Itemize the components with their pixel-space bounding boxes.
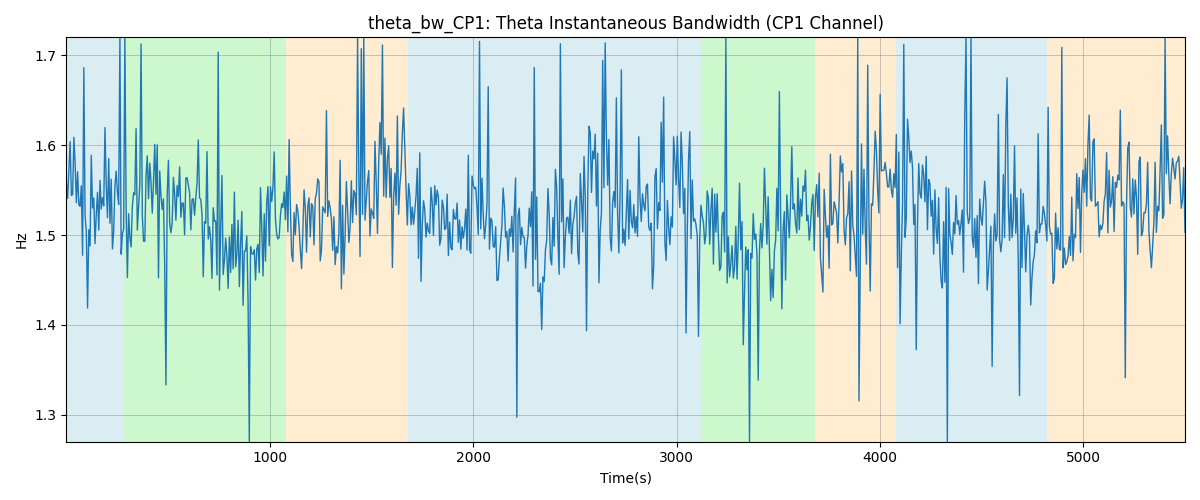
Bar	[286, 38, 408, 442]
Bar	[124, 38, 286, 442]
Bar	[701, 38, 815, 442]
Title: theta_bw_CP1: Theta Instantaneous Bandwidth (CP1 Channel): theta_bw_CP1: Theta Instantaneous Bandwi…	[367, 15, 883, 34]
Bar	[1046, 38, 1186, 442]
Bar	[680, 38, 701, 442]
Bar	[66, 38, 124, 442]
Bar	[815, 38, 896, 442]
Bar	[408, 38, 680, 442]
X-axis label: Time(s): Time(s)	[600, 471, 652, 485]
Y-axis label: Hz: Hz	[16, 230, 29, 248]
Bar	[896, 38, 1046, 442]
